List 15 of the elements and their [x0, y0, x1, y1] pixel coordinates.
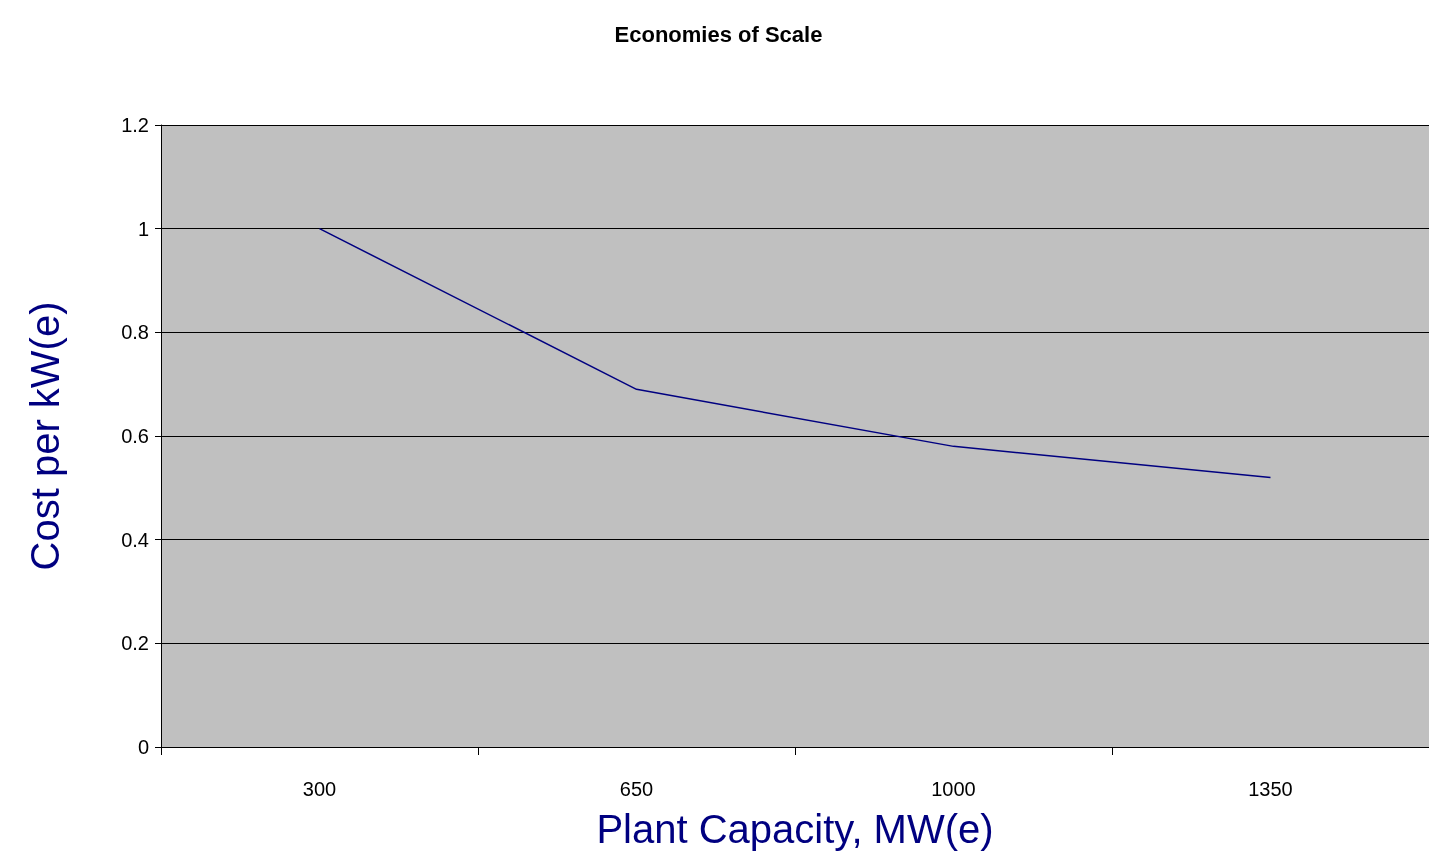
- y-tick-label: 0.4: [121, 528, 149, 551]
- y-tick-label: 1.2: [121, 114, 149, 136]
- y-tick-label: 0: [137, 736, 149, 758]
- x-tick-label: 1000: [931, 778, 976, 800]
- y-axis-title: Cost per kW(e): [23, 301, 67, 571]
- y-tick-label: 0.6: [121, 425, 149, 447]
- x-axis-title: Plant Capacity, MW(e): [596, 807, 994, 851]
- x-tick-label: 650: [619, 778, 654, 800]
- y-tick-label: 0.2: [121, 632, 149, 655]
- x-tick-label: 1350: [1248, 778, 1293, 800]
- y-tick-label: 1: [137, 217, 149, 240]
- y-tick-label: 0.8: [121, 321, 149, 344]
- chart-title: Economies of Scale: [614, 21, 823, 47]
- line-series: [318, 227, 1272, 479]
- x-tick-label: 300: [302, 778, 337, 800]
